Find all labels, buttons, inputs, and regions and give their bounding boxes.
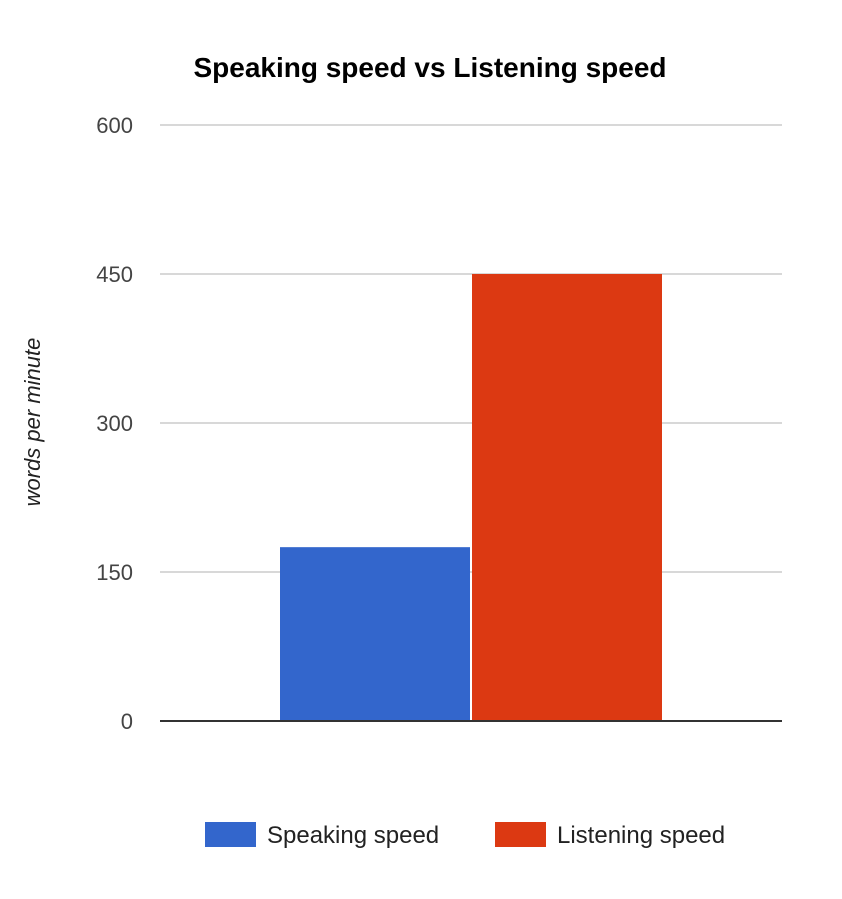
chart-title: Speaking speed vs Listening speed [193,52,666,83]
y-tick-label: 300 [96,411,133,436]
bar-speaking-speed [280,547,470,721]
legend-label: Listening speed [557,822,725,849]
y-tick-label: 600 [96,113,133,138]
bars [280,274,662,721]
legend: Speaking speed Listening speed [205,822,725,849]
gridlines [160,124,782,573]
y-tick-label: 450 [96,262,133,287]
y-tick-label: 0 [121,709,133,734]
y-axis-label: words per minute [20,338,45,507]
bar-listening-speed [472,274,662,721]
legend-swatch [205,822,256,847]
y-axis-ticks: 0 150 300 450 600 [96,113,133,734]
legend-label: Speaking speed [267,822,439,849]
y-tick-label: 150 [96,560,133,585]
legend-swatch [495,822,546,847]
